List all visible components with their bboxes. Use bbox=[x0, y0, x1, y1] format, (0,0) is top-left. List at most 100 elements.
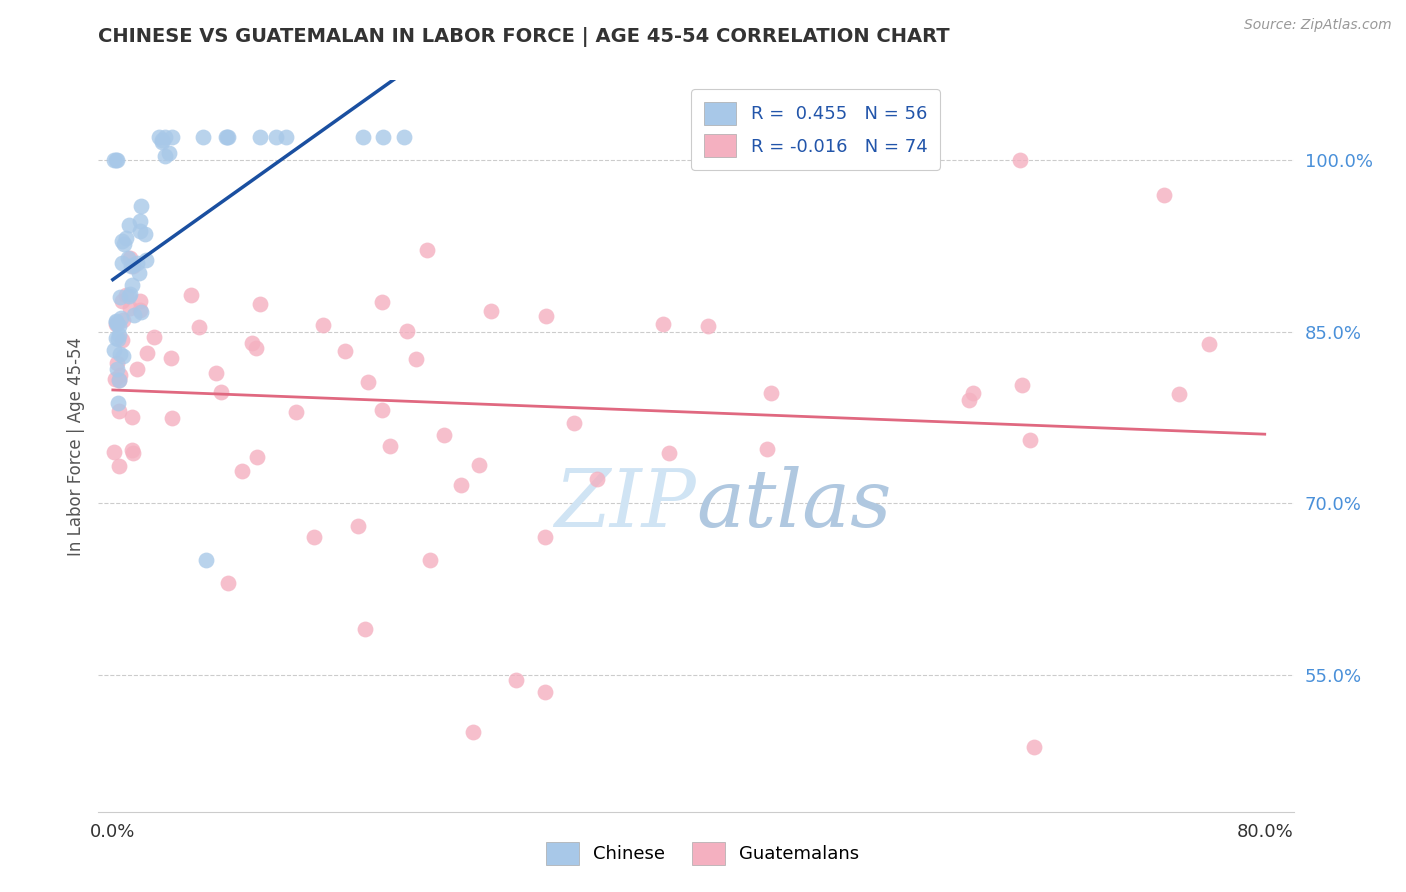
Point bbox=[533, 684, 555, 698]
Point bbox=[209, 385, 232, 400]
Point bbox=[1198, 336, 1220, 351]
Point bbox=[467, 458, 489, 472]
Point bbox=[110, 310, 132, 325]
Point bbox=[117, 252, 139, 266]
Point bbox=[479, 303, 502, 318]
Point bbox=[405, 352, 427, 367]
Point bbox=[1168, 387, 1191, 401]
Point bbox=[231, 464, 253, 478]
Point bbox=[697, 319, 720, 334]
Point bbox=[353, 622, 375, 636]
Point bbox=[153, 130, 176, 145]
Point bbox=[111, 294, 134, 309]
Point bbox=[419, 553, 441, 567]
Point bbox=[1024, 739, 1046, 754]
Point bbox=[162, 411, 184, 425]
Point bbox=[107, 373, 129, 387]
Point bbox=[562, 416, 585, 430]
Point bbox=[962, 385, 984, 400]
Y-axis label: In Labor Force | Age 45-54: In Labor Force | Age 45-54 bbox=[66, 336, 84, 556]
Point bbox=[217, 130, 239, 145]
Point bbox=[118, 287, 141, 301]
Point bbox=[104, 153, 127, 168]
Point bbox=[1019, 434, 1042, 448]
Point bbox=[155, 149, 177, 163]
Point bbox=[115, 288, 138, 302]
Point bbox=[128, 223, 150, 237]
Point bbox=[114, 237, 136, 252]
Point bbox=[103, 343, 125, 357]
Point bbox=[461, 724, 484, 739]
Point bbox=[371, 403, 394, 417]
Point bbox=[111, 234, 134, 248]
Point bbox=[108, 368, 131, 382]
Point bbox=[240, 336, 263, 351]
Point bbox=[118, 219, 141, 233]
Text: Source: ZipAtlas.com: Source: ZipAtlas.com bbox=[1244, 18, 1392, 32]
Point bbox=[111, 334, 134, 348]
Point bbox=[127, 256, 149, 270]
Point bbox=[136, 346, 159, 360]
Point bbox=[380, 438, 402, 452]
Legend: Chinese, Guatemalans: Chinese, Guatemalans bbox=[537, 833, 869, 874]
Point bbox=[135, 252, 157, 267]
Point bbox=[416, 243, 439, 257]
Point bbox=[104, 331, 127, 345]
Point bbox=[188, 319, 211, 334]
Point bbox=[128, 267, 150, 281]
Point bbox=[120, 260, 142, 274]
Point bbox=[111, 349, 134, 363]
Point bbox=[215, 130, 238, 145]
Point bbox=[370, 295, 392, 310]
Point bbox=[274, 130, 297, 145]
Point bbox=[195, 553, 218, 567]
Point bbox=[352, 130, 374, 145]
Point bbox=[118, 251, 141, 265]
Point bbox=[651, 318, 673, 332]
Point bbox=[245, 342, 267, 356]
Point bbox=[162, 130, 184, 145]
Point bbox=[108, 373, 131, 387]
Point bbox=[586, 472, 609, 486]
Point bbox=[107, 332, 129, 346]
Point bbox=[105, 314, 128, 328]
Point bbox=[957, 392, 980, 407]
Point bbox=[658, 446, 681, 460]
Point bbox=[204, 366, 226, 380]
Point bbox=[143, 330, 166, 344]
Point bbox=[107, 404, 129, 418]
Point bbox=[284, 405, 307, 419]
Point bbox=[1011, 378, 1033, 392]
Text: ZIP: ZIP bbox=[554, 466, 696, 543]
Point bbox=[505, 673, 527, 688]
Point bbox=[217, 576, 239, 591]
Point bbox=[122, 308, 145, 322]
Point bbox=[103, 444, 125, 458]
Point bbox=[129, 293, 152, 308]
Point bbox=[394, 130, 416, 145]
Point bbox=[129, 199, 152, 213]
Point bbox=[150, 133, 173, 147]
Point bbox=[180, 288, 202, 302]
Point bbox=[105, 362, 128, 376]
Point bbox=[114, 231, 136, 245]
Point bbox=[134, 227, 156, 242]
Point bbox=[128, 213, 150, 227]
Point bbox=[533, 530, 555, 544]
Point bbox=[103, 153, 125, 168]
Point bbox=[191, 130, 214, 145]
Point bbox=[108, 290, 131, 304]
Point bbox=[121, 410, 143, 425]
Point bbox=[396, 324, 419, 338]
Point bbox=[131, 305, 153, 319]
Point bbox=[105, 317, 128, 331]
Point bbox=[246, 450, 269, 465]
Point bbox=[346, 519, 368, 533]
Point bbox=[433, 427, 456, 442]
Point bbox=[373, 130, 395, 145]
Point bbox=[121, 259, 143, 273]
Point bbox=[217, 130, 239, 145]
Point bbox=[759, 385, 782, 400]
Point bbox=[333, 344, 356, 359]
Point bbox=[104, 315, 127, 329]
